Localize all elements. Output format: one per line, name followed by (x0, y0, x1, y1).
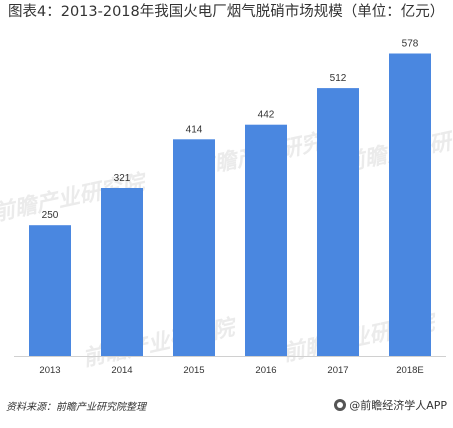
data-label-2017: 512 (330, 73, 347, 84)
x-tick-label-2015: 2015 (183, 365, 204, 376)
bar-2016 (245, 124, 287, 356)
brand-text: @前瞻经济学人APP (349, 399, 447, 412)
bar-2014 (101, 188, 143, 356)
bar-2017 (317, 88, 359, 356)
bars: 250 321 414 442 512 578 (29, 39, 431, 356)
source-note: 资料来源：前瞻产业研究院整理 (6, 402, 146, 413)
data-label-2014: 321 (114, 173, 131, 184)
x-tick-label-2014: 2014 (111, 365, 132, 376)
x-tick-label-2018E: 2018E (396, 365, 423, 376)
x-tick-label-2013: 2013 (39, 365, 60, 376)
x-axis-ticks: 2013 2014 2015 2016 2017 2018E (39, 365, 423, 376)
bar-2015 (173, 139, 215, 356)
x-tick-label-2016: 2016 (255, 365, 276, 376)
bar-2013 (29, 225, 71, 356)
brand-credit: @前瞻经济学人APP (334, 397, 447, 413)
brand-logo-icon (334, 399, 347, 411)
data-label-2013: 250 (42, 210, 59, 221)
x-tick-label-2017: 2017 (327, 365, 348, 376)
data-label-2016: 442 (258, 110, 275, 121)
data-label-2018E: 578 (402, 39, 419, 50)
chart-title: 图表4：2013-2018年我国火电厂烟气脱硝市场规模（单位：亿元） (8, 4, 445, 20)
bar-2018E (389, 53, 431, 356)
data-label-2015: 414 (186, 124, 203, 135)
